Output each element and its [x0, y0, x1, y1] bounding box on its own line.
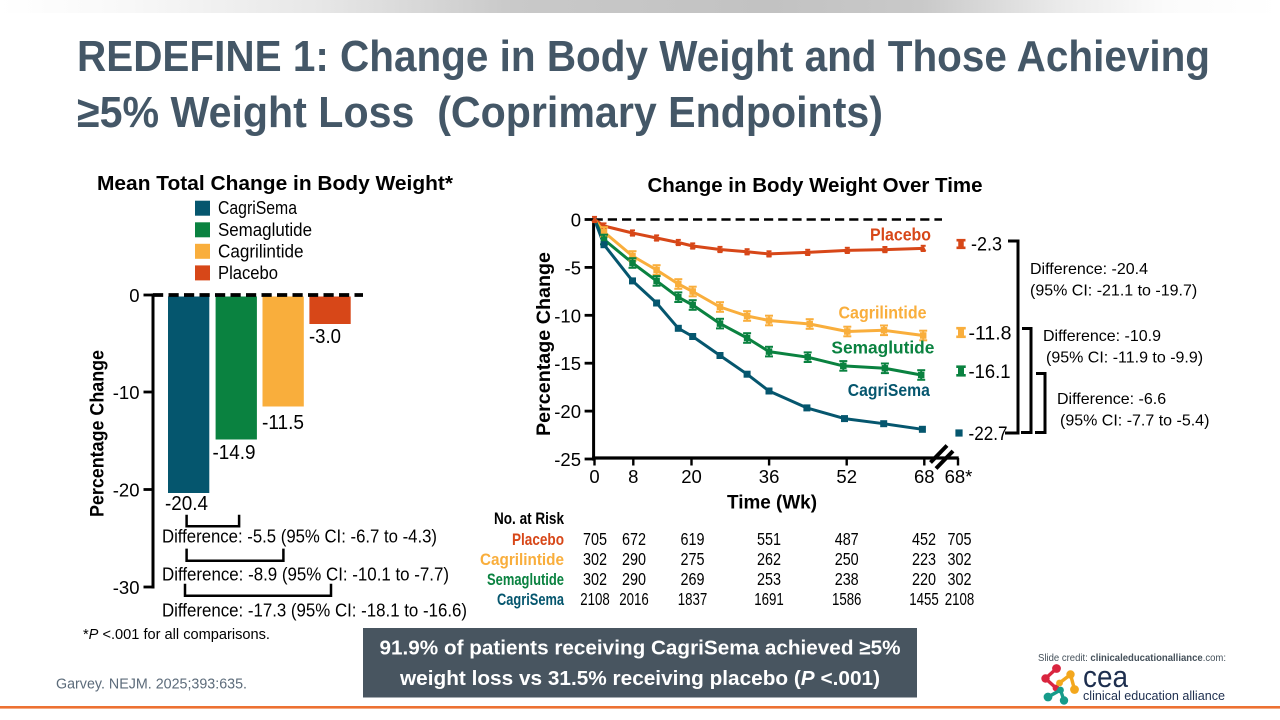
svg-text:(95% CI: -21.1 to -19.7): (95% CI: -21.1 to -19.7) [1030, 283, 1197, 300]
svg-text:0: 0 [589, 466, 599, 487]
svg-text:253: 253 [757, 569, 781, 589]
svg-text:-30: -30 [113, 577, 140, 598]
svg-text:-20: -20 [113, 480, 140, 501]
svg-text:-25: -25 [554, 449, 581, 470]
svg-text:Cagrilintide: Cagrilintide [480, 551, 564, 569]
svg-text:275: 275 [681, 549, 705, 569]
svg-text:-3.0: -3.0 [309, 325, 341, 348]
svg-text:705: 705 [948, 529, 972, 549]
svg-text:CagriSema: CagriSema [218, 198, 298, 218]
svg-text:Difference: -6.6: Difference: -6.6 [1057, 391, 1166, 408]
svg-text:-10: -10 [113, 382, 140, 403]
svg-text:302: 302 [583, 569, 607, 589]
svg-text:-10: -10 [554, 305, 581, 326]
svg-text:619: 619 [681, 529, 705, 549]
svg-text:262: 262 [757, 549, 781, 569]
svg-text:*P <.001 for all comparisons.: *P <.001 for all comparisons. [83, 627, 270, 643]
svg-text:-11.5: -11.5 [262, 411, 304, 434]
svg-text:2108: 2108 [945, 589, 975, 609]
svg-text:REDEFINE 1: Change in Body Wei: REDEFINE 1: Change in Body Weight and Th… [77, 32, 1210, 81]
svg-text:1691: 1691 [754, 589, 784, 609]
svg-text:clinical education alliance: clinical education alliance [1083, 688, 1225, 703]
svg-text:302: 302 [583, 549, 607, 569]
svg-text:Percentage Change: Percentage Change [533, 252, 555, 436]
svg-text:20: 20 [681, 466, 702, 487]
svg-text:-15: -15 [554, 353, 581, 374]
svg-text:0: 0 [571, 210, 581, 231]
svg-text:Cagrilintide: Cagrilintide [218, 241, 304, 261]
svg-text:91.9% of patients receiving Ca: 91.9% of patients receiving CagriSema ac… [380, 637, 901, 660]
svg-text:68*: 68* [945, 466, 973, 487]
svg-text:Placebo: Placebo [870, 225, 931, 245]
svg-text:2016: 2016 [619, 589, 649, 609]
svg-text:-2.3: -2.3 [971, 235, 1002, 256]
svg-text:Difference: -20.4: Difference: -20.4 [1030, 261, 1148, 278]
svg-text:-20: -20 [554, 401, 581, 422]
svg-text:CagriSema: CagriSema [497, 591, 565, 609]
svg-text:(95% CI: -11.9 to -9.9): (95% CI: -11.9 to -9.9) [1046, 350, 1203, 367]
svg-text:2108: 2108 [580, 589, 610, 609]
svg-text:220: 220 [912, 569, 936, 589]
svg-text:290: 290 [622, 569, 646, 589]
svg-text:Difference: -8.9 (95% CI: -10.: Difference: -8.9 (95% CI: -10.1 to -7.7) [162, 564, 449, 584]
svg-text:Difference: -10.9: Difference: -10.9 [1043, 328, 1161, 345]
svg-text:-22.7: -22.7 [969, 424, 1008, 445]
svg-text:8: 8 [628, 466, 638, 487]
svg-text:Semaglutide: Semaglutide [831, 337, 934, 357]
svg-text:Time (Wk): Time (Wk) [727, 493, 817, 514]
svg-text:452: 452 [912, 529, 936, 549]
svg-text:238: 238 [835, 569, 859, 589]
svg-text:weight loss vs 31.5% receiving: weight loss vs 31.5% receiving placebo (… [399, 667, 880, 690]
svg-text:Garvey. NEJM. 2025;393:635.: Garvey. NEJM. 2025;393:635. [56, 677, 247, 693]
svg-text:Semaglutide: Semaglutide [218, 220, 312, 240]
svg-text:Percentage Change: Percentage Change [87, 350, 109, 517]
svg-text:Difference: -17.3 (95% CI: -18: Difference: -17.3 (95% CI: -18.1 to -16.… [162, 601, 467, 621]
svg-text:No. at Risk: No. at Risk [494, 510, 565, 528]
svg-text:CagriSema: CagriSema [848, 380, 930, 400]
svg-text:0: 0 [129, 285, 139, 306]
svg-text:672: 672 [622, 529, 646, 549]
svg-text:(95% CI: -7.7 to -5.4): (95% CI: -7.7 to -5.4) [1060, 413, 1209, 430]
svg-text:Placebo: Placebo [218, 263, 278, 283]
svg-text:Cagrilintide: Cagrilintide [839, 303, 927, 323]
svg-text:Placebo: Placebo [512, 531, 564, 549]
svg-text:223: 223 [912, 549, 936, 569]
svg-text:-14.9: -14.9 [213, 441, 256, 464]
svg-text:Semaglutide: Semaglutide [487, 571, 564, 589]
svg-text:-5: -5 [565, 257, 581, 278]
svg-text:250: 250 [835, 549, 859, 569]
svg-text:-16.1: -16.1 [969, 362, 1011, 383]
svg-text:-20.4: -20.4 [165, 492, 208, 515]
svg-text:1455: 1455 [909, 589, 939, 609]
svg-text:1837: 1837 [678, 589, 708, 609]
svg-text:290: 290 [622, 549, 646, 569]
svg-text:Change in Body Weight Over Tim: Change in Body Weight Over Time [648, 174, 983, 197]
svg-text:Mean Total Change in Body Weig: Mean Total Change in Body Weight* [97, 172, 453, 195]
svg-text:≥5% Weight Loss (Coprimary En: ≥5% Weight Loss (Coprimary Endpoints) [77, 88, 883, 137]
svg-text:68: 68 [914, 466, 935, 487]
svg-text:551: 551 [757, 529, 781, 549]
svg-text:302: 302 [948, 569, 972, 589]
svg-text:Difference: -5.5 (95% CI: -6.7: Difference: -5.5 (95% CI: -6.7 to -4.3) [162, 527, 437, 547]
svg-text:Slide credit: clinicaleducatio: Slide credit: clinicaleducationalliance.… [1038, 652, 1226, 664]
svg-text:487: 487 [835, 529, 859, 549]
svg-text:269: 269 [681, 569, 705, 589]
svg-text:705: 705 [583, 529, 607, 549]
svg-text:52: 52 [836, 466, 857, 487]
svg-text:36: 36 [759, 466, 780, 487]
svg-text:-11.8: -11.8 [969, 324, 1012, 345]
svg-text:1586: 1586 [832, 589, 862, 609]
svg-text:cea: cea [1083, 659, 1129, 694]
svg-text:302: 302 [948, 549, 972, 569]
